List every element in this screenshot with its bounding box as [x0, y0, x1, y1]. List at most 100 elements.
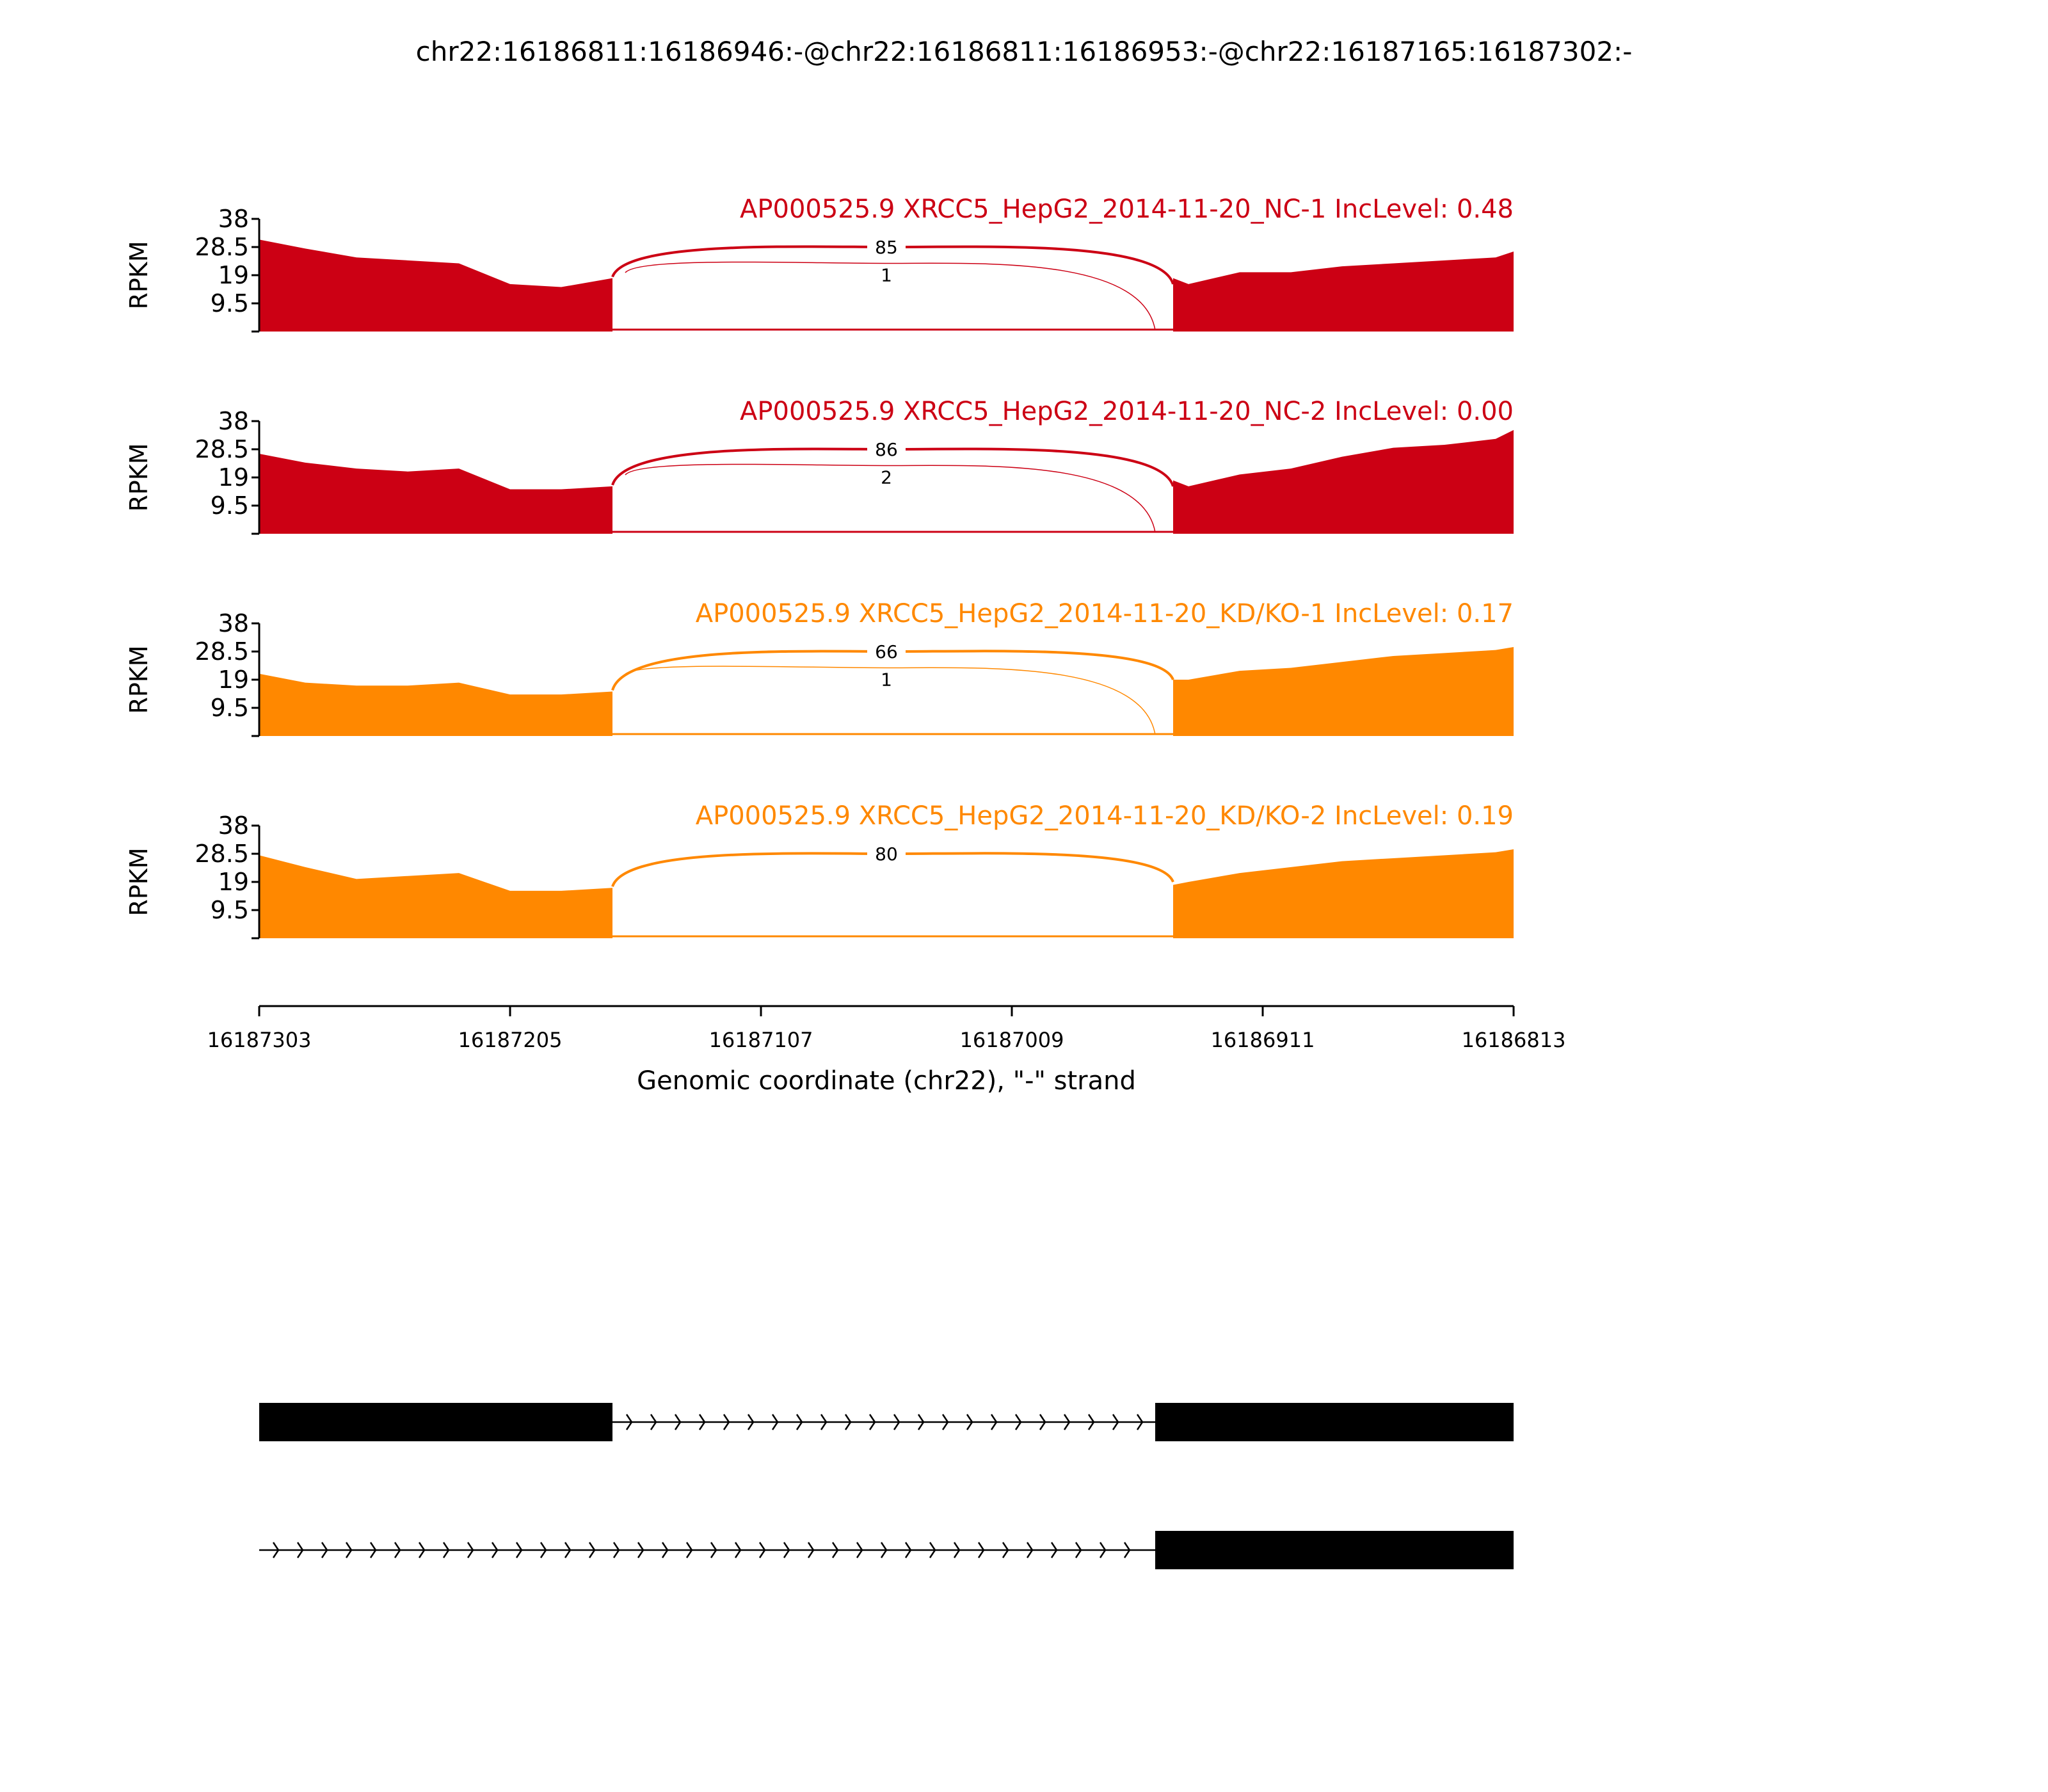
- strand-arrow: [588, 1542, 596, 1558]
- strand-arrow: [953, 1542, 961, 1558]
- y-tick-label: 19: [218, 261, 249, 289]
- strand-arrow: [491, 1542, 499, 1558]
- y-axis-label: RPKM: [125, 241, 153, 309]
- y-axis-label: RPKM: [125, 443, 153, 511]
- y-tick-label: 9.5: [211, 492, 249, 520]
- strand-arrow: [698, 1414, 706, 1430]
- junction-read-count: 1: [881, 669, 892, 690]
- y-tick-label: 19: [218, 868, 249, 896]
- strand-arrow: [661, 1542, 669, 1558]
- junction-label-bg: [867, 668, 906, 691]
- strand-arrow: [831, 1542, 839, 1558]
- isoform-1: [259, 1403, 1514, 1441]
- strand-arrow: [820, 1414, 828, 1430]
- strand-arrow: [540, 1542, 547, 1558]
- sample-label: AP000525.9 XRCC5_HepG2_2014-11-20_NC-2 I…: [740, 397, 1514, 426]
- y-tick-label: 9.5: [211, 694, 249, 722]
- y-tick-label: 19: [218, 463, 249, 492]
- strand-arrow: [1112, 1414, 1119, 1430]
- strand-arrow: [625, 1414, 633, 1430]
- junction-read-count: 66: [875, 641, 898, 662]
- strand-arrow: [1050, 1542, 1058, 1558]
- strand-arrow: [844, 1414, 852, 1430]
- strand-arrow: [1136, 1414, 1144, 1430]
- strand-arrow: [1087, 1414, 1095, 1430]
- exon-block: [1155, 1531, 1514, 1569]
- y-tick-label: 38: [218, 205, 249, 233]
- genomic-coordinate-axis: 16187303 16187205 16187107 16187009 16186911…: [207, 1005, 1566, 1052]
- sample-label: AP000525.9 XRCC5_HepG2_2014-11-20_KD/KO-…: [696, 801, 1514, 831]
- strand-arrow: [418, 1542, 426, 1558]
- junction-label-bg: [867, 236, 906, 258]
- y-tick-label: 9.5: [211, 896, 249, 924]
- y-tick-label: 28.5: [195, 435, 249, 463]
- strand-arrow: [564, 1542, 572, 1558]
- junction-arc: [625, 666, 1156, 735]
- y-tick-label: 28.5: [195, 637, 249, 666]
- x-tick-label: 16187205: [458, 1028, 563, 1052]
- junction-read-count: 85: [875, 237, 898, 258]
- strand-arrow: [369, 1542, 377, 1558]
- y-tick-label: 38: [218, 609, 249, 637]
- strand-arrow: [345, 1542, 353, 1558]
- exon-block: [1155, 1403, 1514, 1441]
- strand-arrow: [941, 1414, 949, 1430]
- y-tick-label: 38: [218, 812, 249, 840]
- strand-arrow: [1026, 1542, 1034, 1558]
- strand-arrow: [394, 1542, 401, 1558]
- strand-arrow: [612, 1542, 620, 1558]
- junction-label-bg: [867, 843, 906, 865]
- strand-arrow: [321, 1542, 328, 1558]
- strand-arrow: [296, 1542, 304, 1558]
- x-tick-label: 16186911: [1211, 1028, 1315, 1052]
- strand-arrow: [1063, 1414, 1071, 1430]
- coverage-area-right-exon: [1173, 647, 1514, 736]
- x-tick-label: 16187303: [207, 1028, 312, 1052]
- strand-arrow: [1075, 1542, 1082, 1558]
- strand-arrow: [880, 1542, 888, 1558]
- y-tick-label: 28.5: [195, 233, 249, 261]
- y-tick-label: 28.5: [195, 840, 249, 868]
- strand-arrow: [1123, 1542, 1131, 1558]
- strand-arrow: [796, 1414, 803, 1430]
- strand-arrow: [272, 1542, 280, 1558]
- strand-arrow: [929, 1542, 936, 1558]
- x-axis-label: Genomic coordinate (chr22), "-" strand: [637, 1066, 1136, 1096]
- exon-block: [259, 1403, 612, 1441]
- strand-arrow: [734, 1542, 742, 1558]
- isoform-structures: [259, 1403, 1514, 1569]
- junction-read-count: 1: [881, 264, 892, 285]
- strand-arrow: [807, 1542, 815, 1558]
- strand-arrow: [758, 1542, 766, 1558]
- figure-title: chr22:16186811:16186946:-@chr22:16186811…: [416, 36, 1633, 67]
- strand-arrow: [1002, 1542, 1009, 1558]
- junction-label-bg: [867, 641, 906, 662]
- strand-arrow: [977, 1542, 985, 1558]
- strand-arrow: [747, 1414, 755, 1430]
- strand-arrow: [685, 1542, 693, 1558]
- isoform-2: [259, 1531, 1514, 1569]
- junction-read-count: 80: [875, 844, 898, 865]
- junction-label-bg: [867, 438, 906, 460]
- strand-arrow: [710, 1542, 717, 1558]
- strand-arrow: [856, 1542, 863, 1558]
- strand-arrow: [783, 1542, 790, 1558]
- junction-label-bg: [867, 264, 906, 286]
- coverage-area-right-exon: [1173, 429, 1514, 534]
- coverage-area-left-exon: [259, 673, 612, 736]
- y-tick-label: 19: [218, 666, 249, 694]
- junction-label-bg: [867, 466, 906, 488]
- strand-arrow: [674, 1414, 682, 1430]
- junction-read-count: 86: [875, 439, 898, 460]
- coverage-area-right-exon: [1173, 849, 1514, 938]
- x-tick-label: 16186813: [1462, 1028, 1566, 1052]
- y-tick-label: 38: [218, 407, 249, 435]
- strand-arrow: [771, 1414, 779, 1430]
- junction-arc: [625, 463, 1156, 533]
- strand-arrow: [1099, 1542, 1107, 1558]
